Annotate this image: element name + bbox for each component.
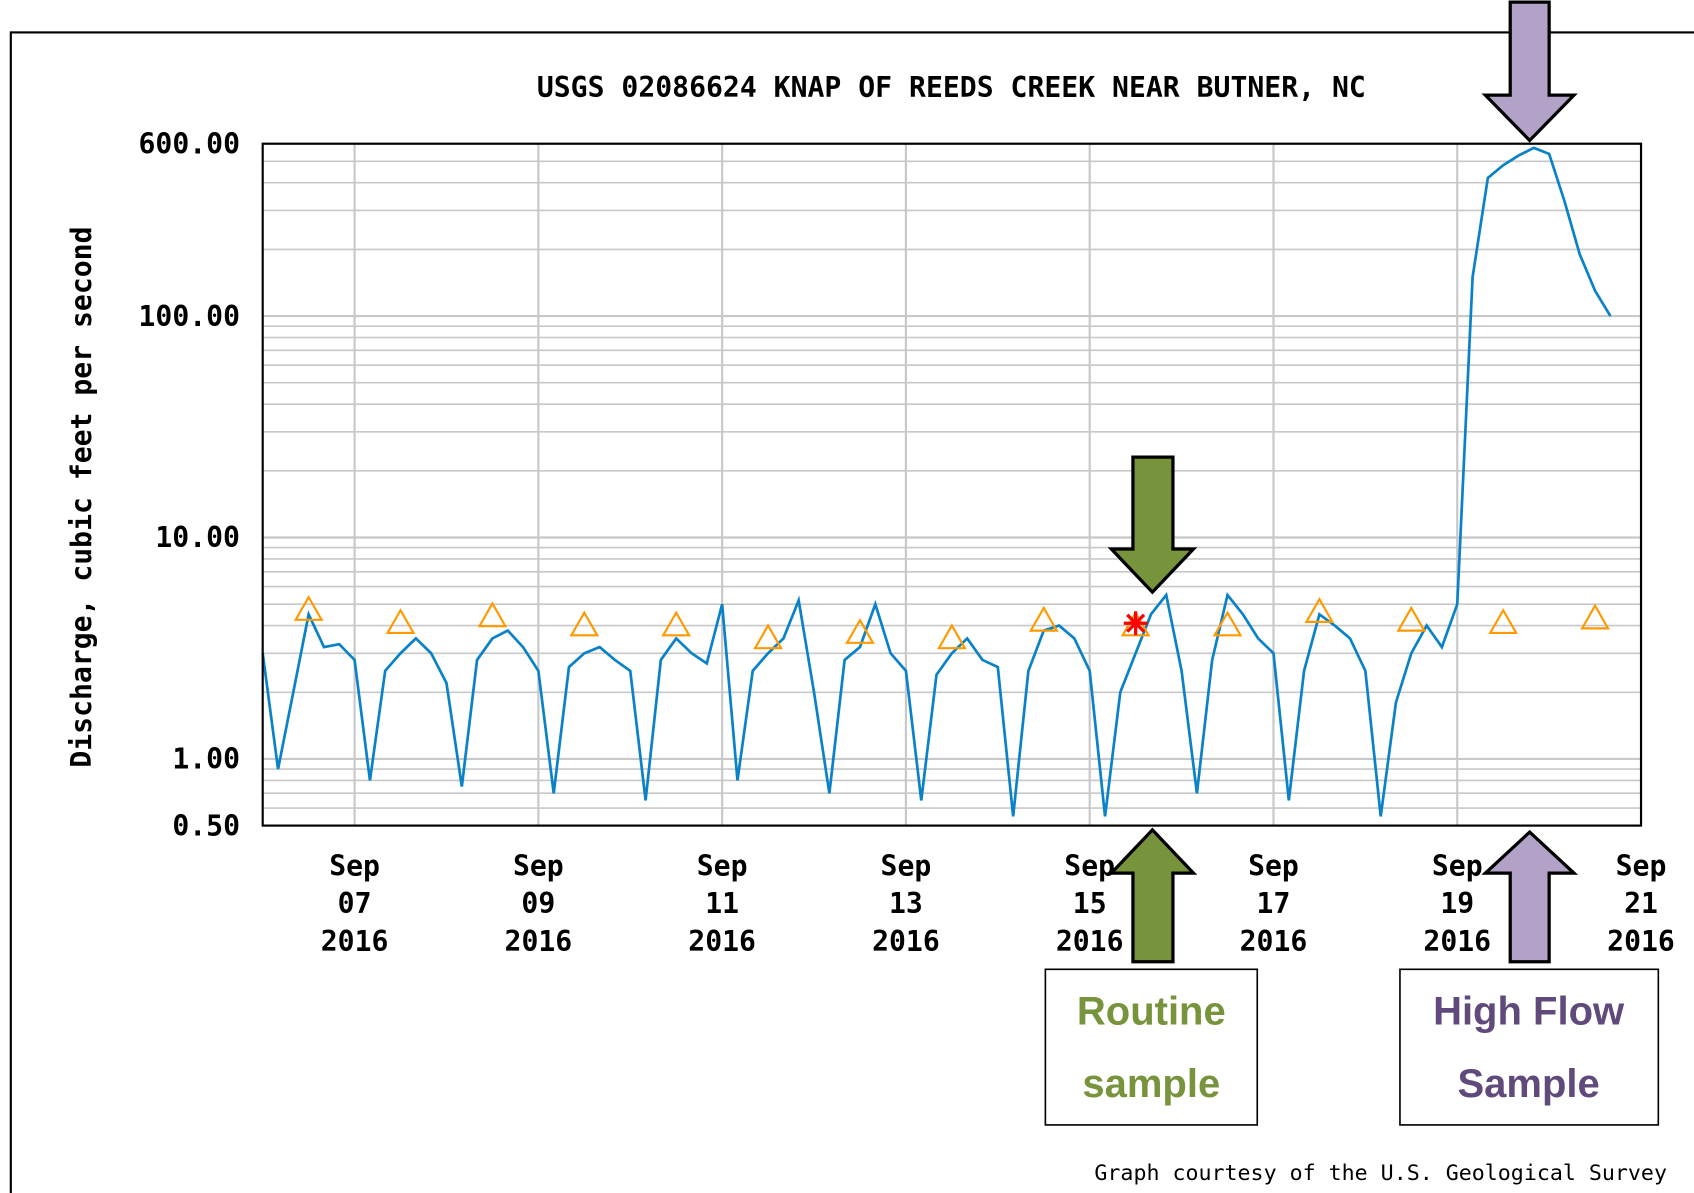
arrow [1107, 827, 1198, 964]
annotation-box [1399, 968, 1660, 1126]
annotation-box [1044, 968, 1259, 1126]
y-tick-label: 1.00 [172, 743, 240, 776]
x-tick-label: Sep 19 2016 [1423, 849, 1491, 958]
median-marker [937, 623, 967, 650]
median-marker [1028, 605, 1059, 632]
y-tick-label: 600.00 [138, 127, 240, 160]
x-tick-label: Sep 09 2016 [505, 849, 573, 958]
arrow [1107, 455, 1198, 595]
x-tick-label: Sep 17 2016 [1240, 849, 1308, 958]
x-tick-label: Sep 11 2016 [688, 849, 756, 958]
median-marker [1212, 610, 1243, 637]
median-marker [753, 623, 783, 650]
y-tick-label: 100.00 [138, 300, 240, 333]
x-tick-label: Sep 07 2016 [321, 849, 389, 958]
y-tick-label: 10.00 [155, 521, 240, 554]
median-marker [845, 617, 875, 644]
median-marker [1304, 597, 1335, 623]
x-tick-label: Sep 21 2016 [1607, 849, 1675, 958]
annotation: High Flow Sample [1433, 989, 1625, 1105]
sample-marker [1123, 611, 1148, 636]
data-line [261, 146, 1612, 817]
x-tick-label: Sep 13 2016 [872, 849, 940, 958]
chart-title: USGS 02086624 KNAP OF REEDS CREEK NEAR B… [537, 71, 1366, 104]
arrow [1481, 829, 1579, 964]
median-marker [293, 594, 324, 621]
median-marker [1488, 608, 1519, 635]
x-tick-label: Sep 15 2016 [1056, 849, 1124, 958]
median-marker [385, 608, 416, 635]
arrow [1481, 0, 1578, 143]
median-marker [1580, 603, 1610, 630]
plot-border [261, 142, 1643, 827]
frame [9, 31, 1694, 1193]
median-marker [661, 610, 692, 637]
credit: Graph courtesy of the U.S. Geological Su… [1094, 1161, 1667, 1186]
y-tick-label: 0.50 [172, 809, 240, 842]
annotation: Routine sample [1077, 989, 1226, 1105]
median-marker [1396, 605, 1427, 632]
y-axis-label: Discharge, cubic feet per second [65, 227, 98, 768]
median-marker [569, 610, 600, 637]
plot [261, 142, 1643, 827]
median-marker [477, 601, 508, 628]
